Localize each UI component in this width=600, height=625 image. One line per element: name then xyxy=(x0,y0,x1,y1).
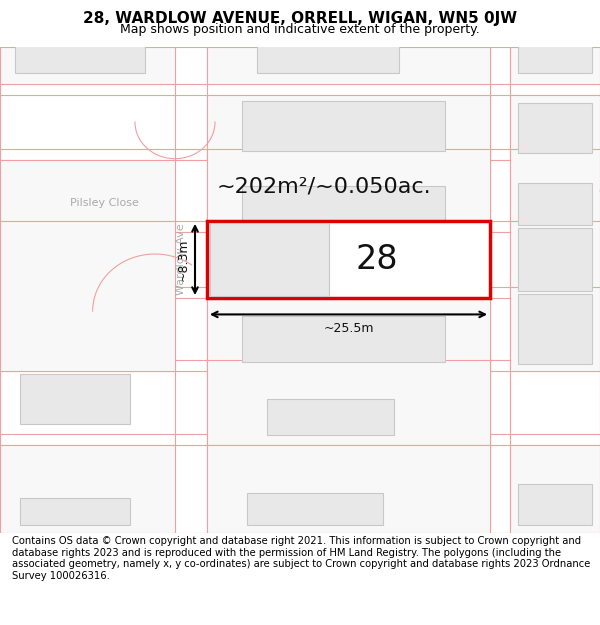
Text: Map shows position and indicative extent of the property.: Map shows position and indicative extent… xyxy=(120,23,480,36)
Bar xyxy=(0,444,175,532)
Bar xyxy=(247,493,383,525)
Bar xyxy=(518,183,592,224)
Bar xyxy=(0,161,175,232)
Bar xyxy=(207,444,490,532)
Bar xyxy=(518,22,592,72)
Bar xyxy=(257,22,398,72)
Bar xyxy=(518,228,592,291)
Bar xyxy=(20,374,130,424)
Text: ~8.3m: ~8.3m xyxy=(177,238,190,281)
Bar xyxy=(207,149,490,232)
Bar xyxy=(207,360,490,444)
Text: ~202m²/~0.050ac.: ~202m²/~0.050ac. xyxy=(217,177,431,197)
Text: Wardlow Ave: Wardlow Ave xyxy=(176,224,186,295)
Bar xyxy=(210,222,329,296)
Text: Pilsley Close: Pilsley Close xyxy=(70,198,139,208)
Bar xyxy=(0,221,175,371)
Bar xyxy=(20,498,130,525)
Bar xyxy=(267,399,394,436)
Bar xyxy=(510,221,600,298)
Bar xyxy=(518,484,592,525)
Bar xyxy=(0,47,175,84)
Bar xyxy=(242,101,445,151)
Bar xyxy=(510,287,600,371)
Bar xyxy=(510,149,600,232)
Text: 28, WARDLOW AVENUE, ORRELL, WIGAN, WN5 0JW: 28, WARDLOW AVENUE, ORRELL, WIGAN, WN5 0… xyxy=(83,11,517,26)
Bar xyxy=(207,94,490,161)
Bar xyxy=(518,294,592,364)
Text: 28: 28 xyxy=(356,243,398,276)
Bar xyxy=(207,287,490,371)
Bar xyxy=(510,47,600,84)
Bar xyxy=(510,444,600,532)
Bar xyxy=(242,316,445,362)
Bar xyxy=(510,94,600,161)
Text: Contains OS data © Crown copyright and database right 2021. This information is : Contains OS data © Crown copyright and d… xyxy=(12,536,590,581)
Text: ~25.5m: ~25.5m xyxy=(323,322,374,335)
Bar xyxy=(518,102,592,153)
Bar xyxy=(242,186,445,222)
Bar xyxy=(15,22,145,72)
Bar xyxy=(207,47,490,84)
Bar xyxy=(207,221,490,298)
